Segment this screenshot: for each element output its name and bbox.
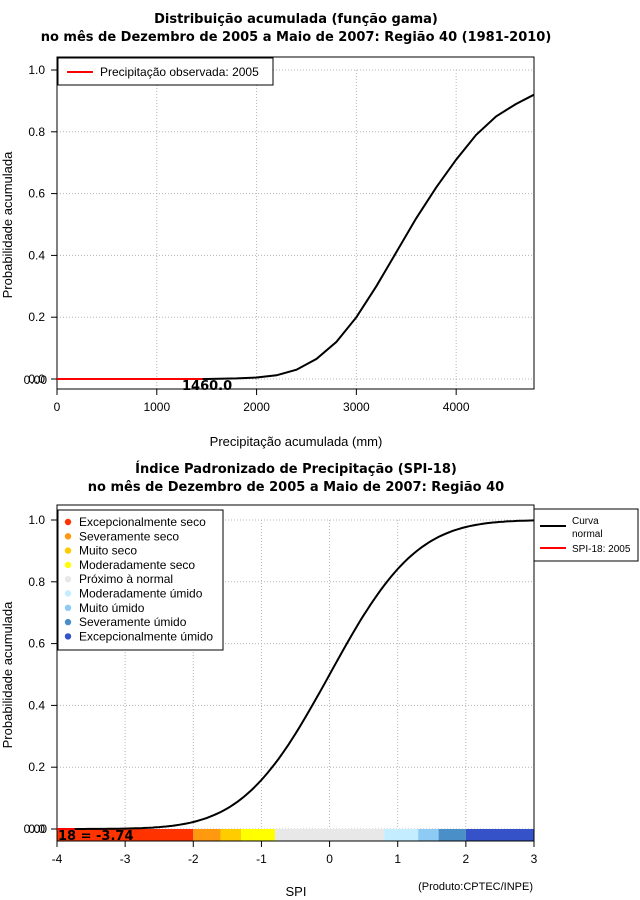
chart-1-subtitle: no mês de Dezembro de 2005 a Maio de 200…	[41, 30, 552, 45]
chart-1-series	[57, 93, 535, 380]
chart-1-observed-value-label: 1460.0	[182, 379, 232, 394]
category-legend-marker-2	[64, 547, 72, 554]
chart-2-y-tick-label: 0.6	[28, 637, 45, 651]
chart-1-title: Distribuição acumulada (função gama)	[154, 12, 438, 27]
chart-2-y-tick-label: 0.8	[28, 575, 45, 589]
chart-2-spi-prob-label: 0.00	[24, 822, 48, 836]
category-band-6	[418, 829, 439, 841]
chart-2-x-tick-label: -3	[120, 852, 131, 866]
category-legend-marker-1	[64, 533, 72, 540]
chart-2-x-tick-label: 2	[463, 852, 470, 866]
chart-1-y-tick-label: 1.0	[28, 63, 45, 77]
chart-1-x-tick-label: 1000	[143, 400, 170, 414]
chart-2: Índice Padronizado de Precipitação (SPI-…	[0, 461, 639, 899]
chart-2-x-tick-label: -2	[188, 852, 199, 866]
chart-1-plot-frame	[56, 56, 535, 390]
category-legend-marker-5	[64, 590, 72, 597]
category-legend-label-5: Moderadamente úmido	[79, 587, 203, 601]
category-legend-marker-4	[64, 576, 72, 583]
chart-2-legend-curve-label-1: Curva	[572, 516, 599, 527]
category-band-2	[220, 829, 241, 841]
category-legend-label-8: Excepcionalmente úmido	[79, 629, 213, 643]
chart-1-legend-box	[57, 57, 274, 86]
category-legend-label-3: Moderadamente seco	[79, 558, 195, 572]
category-legend-marker-8	[64, 633, 72, 640]
chart-1-x-axis-title: Precipitação acumulada (mm)	[210, 434, 383, 449]
chart-1-y-tick-label: 0.0	[28, 372, 45, 386]
chart-2-y-axis: 0.0 0.2 0.4 0.6 0.8 1.0	[28, 513, 57, 836]
category-legend-label-2: Muito seco	[79, 544, 137, 558]
chart-1-y-tick-label: 0.8	[28, 125, 45, 139]
chart-2-x-tick-label: -1	[256, 852, 267, 866]
chart-1-y-tick-label: 0.4	[28, 248, 45, 262]
chart-2-y-axis-title: Probabilidade acumulada	[0, 601, 15, 748]
chart-2-plot-frame	[56, 504, 535, 842]
category-legend-marker-3	[64, 561, 72, 569]
category-legend-label-0: Excepcionalmente seco	[79, 515, 206, 529]
chart-1-y-tick-label: 0.2	[28, 310, 45, 324]
chart-2-series	[57, 519, 535, 830]
chart-1-x-tick-label: 4000	[443, 400, 470, 414]
chart-2-legend-curve-label-2: normal	[572, 529, 603, 540]
category-legend-marker-7	[64, 618, 72, 626]
category-legend-label-7: Severamente úmido	[79, 615, 187, 629]
chart-1-observed-prob-label: 0.00	[24, 373, 48, 387]
chart-1-y-axis: 0.0 0.2 0.4 0.6 0.8 1.0	[28, 63, 57, 386]
chart-1-legend-label: Precipitação observada: 2005	[100, 65, 259, 79]
chart-2-x-tick-label: 3	[531, 852, 538, 866]
chart-2-title: Índice Padronizado de Precipitação (SPI-…	[135, 461, 457, 477]
category-band-0	[57, 829, 194, 841]
chart-2-legend-spi-label: SPI-18: 2005	[572, 544, 631, 555]
chart-2-subtitle: no mês de Dezembro de 2005 a Maio de 200…	[88, 480, 504, 495]
category-band-4	[275, 829, 385, 841]
chart-2-category-bands	[57, 829, 534, 841]
category-band-7	[438, 829, 466, 841]
chart-2-category-legend-box	[57, 509, 224, 651]
product-credit: (Produto:CPTEC/INPE)	[418, 881, 533, 893]
category-legend-label-1: Severamente seco	[79, 529, 179, 543]
chart-2-x-tick-label: 1	[394, 852, 401, 866]
chart-2-series-legend: Curva normal SPI-18: 2005	[533, 508, 639, 562]
chart-1-y-tick-label: 0.6	[28, 187, 45, 201]
chart-1-x-tick-label: 3000	[343, 400, 370, 414]
chart-2-spi-value-label: 18 = -3.74	[58, 829, 134, 844]
chart-2-y-tick-label: 0.2	[28, 760, 45, 774]
category-band-5	[384, 829, 419, 841]
chart-1-y-axis-title: Probabilidade acumulada	[0, 151, 15, 298]
category-legend-label-6: Muito úmido	[79, 601, 145, 615]
chart-2-x-tick-label: -4	[52, 852, 63, 866]
chart-2-x-axis: -4 -3 -2 -1 0 1 2 3	[52, 841, 538, 866]
chart-1-x-axis: 0 1000 2000 3000 4000	[54, 389, 470, 414]
chart-2-series-line-0	[57, 519, 535, 830]
category-legend-marker-6	[64, 604, 72, 611]
category-band-3	[240, 829, 276, 841]
category-band-8	[465, 829, 534, 841]
chart-1: Distribuição acumulada (função gama) no …	[0, 12, 551, 449]
chart-2-y-tick-label: 1.0	[28, 513, 45, 527]
chart-1-series-line-0	[57, 93, 535, 380]
chart-2-y-tick-label: 0.0	[28, 822, 45, 836]
chart-2-series-legend-box	[533, 508, 639, 562]
chart-2-x-axis-title: SPI	[286, 884, 307, 899]
category-legend-marker-0	[64, 518, 72, 526]
category-band-1	[193, 829, 221, 841]
category-legend-label-4: Próximo à normal	[79, 572, 173, 586]
chart-1-legend: Precipitação observada: 2005	[57, 57, 274, 86]
chart-2-y-tick-label: 0.4	[28, 698, 45, 712]
chart-2-x-tick-label: 0	[326, 852, 333, 866]
chart-1-x-tick-label: 2000	[243, 400, 270, 414]
chart-1-x-tick-label: 0	[54, 400, 61, 414]
